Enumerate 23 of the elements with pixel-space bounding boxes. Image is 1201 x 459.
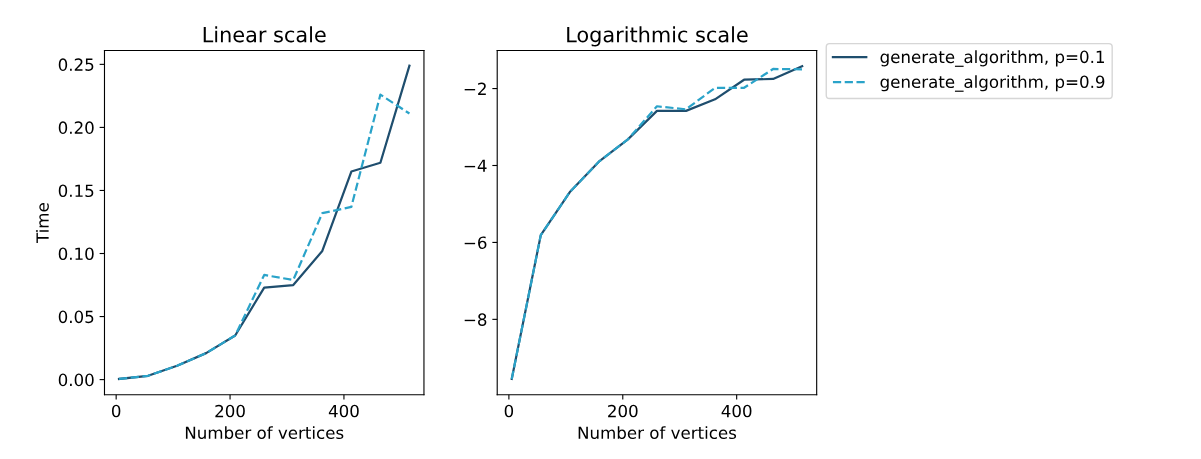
legend-label: generate_algorithm, p=0.1 bbox=[880, 50, 1104, 67]
x-tick-label: 400 bbox=[721, 404, 752, 418]
y-tick-label: −6 bbox=[464, 236, 487, 249]
x-tick-label: 0 bbox=[504, 404, 514, 418]
y-tick-label: 0.00 bbox=[58, 373, 94, 387]
y-tick-label: −8 bbox=[464, 313, 487, 326]
x-tick-label: 400 bbox=[328, 404, 359, 418]
y-tick-label: 0.10 bbox=[58, 247, 94, 261]
y-tick-label: 0.05 bbox=[58, 310, 94, 324]
chart-title: Logarithmic scale bbox=[567, 26, 748, 47]
y-tick-label: −4 bbox=[464, 159, 487, 172]
x-tick-label: 0 bbox=[111, 404, 121, 418]
x-tick-label: 200 bbox=[215, 404, 245, 418]
chart-title: Linear scale bbox=[203, 26, 326, 43]
y-tick-label: 0.25 bbox=[58, 58, 94, 71]
legend-label: generate_algorithm, p=0.9 bbox=[880, 75, 1105, 92]
x-axis-title: Number of vertices bbox=[578, 426, 737, 440]
x-axis-title: Number of vertices bbox=[185, 426, 344, 440]
y-axis-title: Time bbox=[35, 203, 49, 244]
y-tick-label: 0.15 bbox=[58, 184, 94, 198]
y-tick-label: 0.20 bbox=[58, 121, 94, 134]
x-tick-label: 200 bbox=[608, 404, 638, 418]
y-tick-label: −2 bbox=[464, 82, 486, 95]
